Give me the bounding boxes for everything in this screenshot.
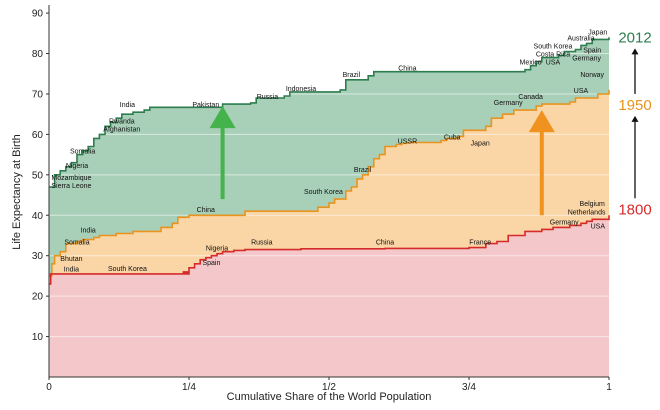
y-tick-label: 60 <box>32 130 44 141</box>
country-label: USA <box>591 223 606 230</box>
country-label: Afghanistan <box>103 126 140 133</box>
country-label: Mexico <box>520 60 542 67</box>
series-line-2012 <box>49 37 610 188</box>
year-arrow-1950-2012-head <box>631 48 639 55</box>
country-label: Brazil <box>343 72 361 79</box>
country-label: Netherlands <box>568 209 606 216</box>
country-label: USA <box>574 88 589 95</box>
country-label: Costa Rica <box>536 52 570 59</box>
y-tick-label: 10 <box>32 332 44 343</box>
country-label: Brazil <box>354 167 372 174</box>
country-label: Somalia <box>70 149 95 156</box>
x-tick-label: 1/4 <box>182 382 196 393</box>
country-label: China <box>197 207 215 214</box>
country-label: Australia <box>567 35 594 42</box>
country-label: France <box>469 240 491 247</box>
x-axis-title: Cumulative Share of the World Population <box>227 391 432 403</box>
y-tick-label: 50 <box>32 170 44 181</box>
series-line-1800 <box>49 215 610 285</box>
y-tick-label: 30 <box>32 251 44 262</box>
y-tick-label: 90 <box>32 9 44 20</box>
country-label: USSR <box>398 139 417 146</box>
year-arrow-1800-1950-head <box>631 115 639 122</box>
country-label: Nigeria <box>206 246 228 253</box>
y-tick-label: 70 <box>32 89 44 100</box>
year-label: 1800 <box>618 201 651 218</box>
country-label: China <box>398 66 416 73</box>
country-label: Japan <box>471 141 490 148</box>
country-label: Pakistan <box>192 102 219 109</box>
country-label: Nigeria <box>66 163 88 170</box>
country-label: India <box>120 102 135 109</box>
progress-arrow-head <box>209 106 236 129</box>
country-label: South Korea <box>304 189 343 196</box>
country-label: Japan <box>588 29 607 36</box>
country-label: Belgium <box>580 201 605 208</box>
country-label: Sierra Leone <box>51 183 91 190</box>
x-tick-label: 1 <box>606 382 612 393</box>
country-label: Rwanda <box>109 118 135 125</box>
y-axis-title: Life Expectancy at Birth <box>11 134 23 250</box>
country-label: Indonesia <box>286 86 316 93</box>
year-label: 1950 <box>618 97 651 114</box>
country-label: Germany <box>572 56 601 63</box>
country-label: Germany <box>494 100 523 107</box>
country-label: Norway <box>580 72 604 79</box>
y-tick-label: 80 <box>32 49 44 60</box>
country-label: Russia <box>251 240 273 247</box>
x-tick-label: 0 <box>46 382 52 393</box>
country-label: Spain <box>202 260 220 267</box>
country-label: China <box>376 240 394 247</box>
x-tick-label: 1/2 <box>322 382 336 393</box>
country-label: USA <box>546 60 561 67</box>
country-label: Bhutan <box>60 256 82 263</box>
country-label: Spain <box>583 48 601 55</box>
country-label: India <box>81 227 96 234</box>
y-tick-label: 40 <box>32 211 44 222</box>
country-label: Cuba <box>444 134 461 141</box>
x-tick-label: 3/4 <box>462 382 476 393</box>
country-label: Somalia <box>64 240 89 247</box>
y-tick-label: 20 <box>32 292 44 303</box>
country-label: Canada <box>518 94 543 101</box>
country-label: Russia <box>257 94 279 101</box>
country-label: South Korea <box>534 43 573 50</box>
year-label: 2012 <box>618 29 651 46</box>
country-label: South Korea <box>108 266 147 273</box>
country-label: Germany <box>550 219 579 226</box>
country-label: India <box>64 267 79 274</box>
country-label: Mozambique <box>51 175 91 182</box>
progress-arrow-head <box>528 110 555 133</box>
series-line-1950 <box>49 89 610 277</box>
